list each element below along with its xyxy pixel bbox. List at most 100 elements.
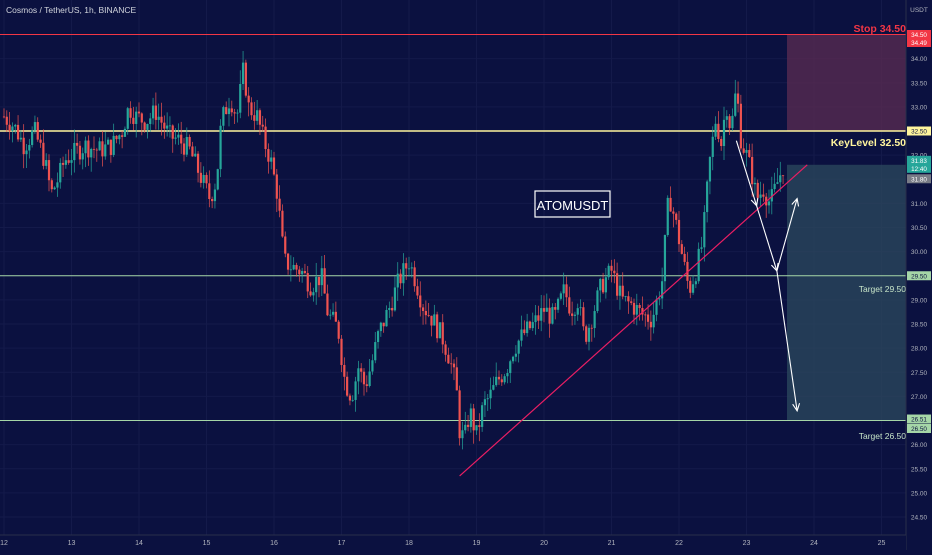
candle-body (135, 111, 138, 124)
candle-body (396, 273, 399, 288)
candle-body (568, 297, 571, 314)
candle-body (326, 293, 329, 316)
time-axis[interactable] (0, 535, 906, 550)
price-tick-label: 25.50 (911, 466, 928, 473)
candle-body (281, 210, 284, 237)
candle-body (104, 144, 107, 157)
candle-body (736, 93, 740, 104)
candle-body (250, 102, 253, 116)
time-tick-label: 14 (135, 540, 143, 547)
price-badge (907, 38, 931, 47)
candle-body (59, 162, 62, 183)
candle-body (205, 174, 208, 184)
candle-body (374, 342, 377, 361)
candle-body (346, 376, 349, 396)
price-tick-label: 30.50 (911, 225, 928, 232)
candle-body (399, 273, 402, 284)
ticker-box[interactable] (534, 190, 611, 218)
price-badge (907, 424, 931, 433)
projection-arrow-target (776, 270, 798, 411)
price-tick-label: 33.00 (911, 104, 928, 111)
price-badge (907, 163, 931, 173)
price-tick-label: 33.50 (911, 80, 928, 87)
candle-body (649, 321, 652, 328)
price-badge-label: 26.50 (911, 426, 927, 433)
candle-body (461, 430, 464, 439)
candle-body (306, 273, 309, 292)
candle-body (340, 338, 343, 365)
ticker-box-label: ATOMUSDT (537, 198, 609, 213)
candle-body (520, 329, 523, 341)
candle-body (672, 211, 675, 214)
candle-body (438, 322, 442, 339)
target-29-label: Target 29.50 (859, 284, 907, 294)
candle-body (241, 62, 245, 85)
candle-body (199, 172, 202, 183)
candle-body (301, 271, 304, 275)
candle-body (64, 160, 67, 165)
candle-body (16, 124, 20, 140)
candle-body (677, 219, 681, 245)
candle-body (233, 112, 236, 114)
candle-body (697, 248, 700, 282)
candle-body (607, 265, 610, 278)
candle-body (627, 296, 630, 302)
price-badge (907, 174, 931, 184)
candle-body (722, 119, 726, 147)
candle-body (526, 321, 529, 334)
time-tick-label: 25 (878, 540, 886, 547)
candle-body (700, 247, 703, 249)
candle-body (776, 182, 779, 184)
candle-body (261, 124, 264, 127)
candle-body (208, 183, 211, 200)
candle-body (106, 139, 110, 145)
candle-body (753, 182, 757, 185)
candle-body (762, 194, 765, 197)
time-tick-label: 23 (743, 540, 751, 547)
candle-body (492, 385, 495, 390)
candle-body (430, 315, 433, 326)
candle-body (191, 146, 194, 157)
candle-body (219, 125, 222, 170)
candle-body (42, 142, 45, 166)
candle-body (121, 135, 124, 137)
candle-body (292, 264, 295, 270)
time-tick-label: 16 (270, 540, 278, 547)
candle-body (140, 113, 143, 123)
candle-body (129, 108, 132, 118)
candle-body (593, 311, 596, 329)
candle-body (638, 304, 641, 309)
time-tick-label: 15 (203, 540, 211, 547)
candle-body (247, 95, 250, 103)
candle-body (376, 331, 380, 343)
candle-body (84, 140, 87, 154)
projection-arrow-head (791, 197, 800, 207)
candle-body (506, 373, 509, 377)
candle-body (683, 253, 686, 262)
candle-body (185, 136, 188, 155)
candle-body (616, 273, 619, 296)
candle-body (579, 307, 582, 309)
candle-body (289, 269, 292, 271)
candle-body (143, 122, 146, 130)
price-tick-label: 34.00 (911, 56, 928, 63)
candle-body (95, 149, 98, 151)
price-tick-label: 28.00 (911, 346, 928, 353)
candle-body (312, 292, 315, 296)
candle-body (483, 399, 487, 406)
candle-body (174, 137, 177, 139)
projection-arrow (776, 198, 798, 272)
candle-body (531, 322, 534, 329)
candle-body (123, 128, 127, 137)
candlestick-series (2, 50, 785, 450)
candle-body (286, 253, 290, 270)
candle-body (334, 311, 337, 322)
candle-body (331, 311, 335, 315)
candle-body (354, 381, 357, 400)
candle-body (61, 162, 65, 165)
candle-body (19, 137, 22, 140)
candle-body (11, 126, 14, 132)
candle-body (213, 189, 217, 202)
candle-body (239, 84, 242, 113)
